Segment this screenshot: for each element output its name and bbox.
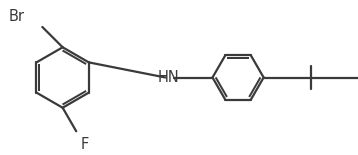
Text: F: F: [81, 137, 89, 152]
Text: Br: Br: [9, 9, 25, 24]
Text: HN: HN: [158, 70, 180, 85]
